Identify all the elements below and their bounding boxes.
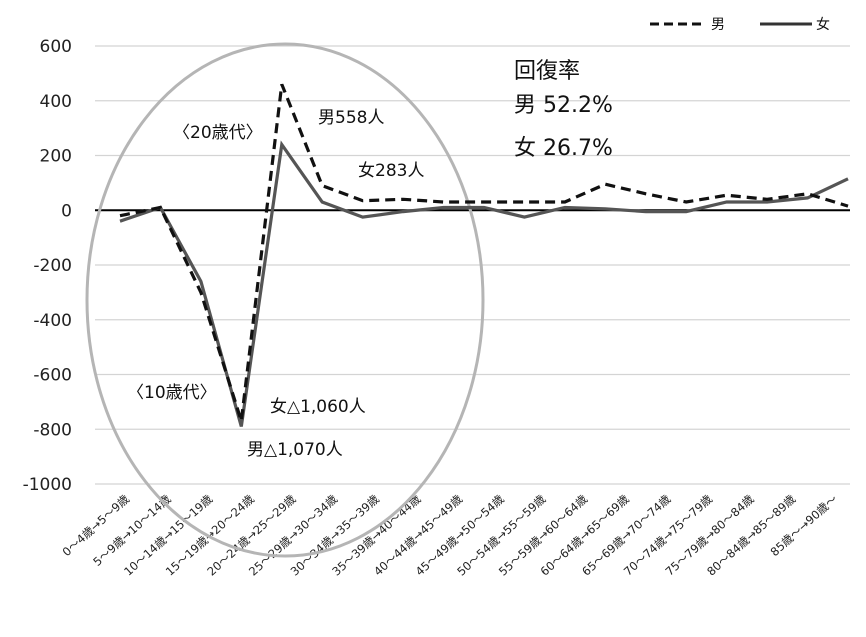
y-tick-label: -200 (33, 256, 72, 276)
series-line-female (119, 140, 849, 427)
recovery-male: 男 52.2% (514, 93, 613, 118)
y-tick-label: -400 (33, 311, 72, 331)
grid-lines (95, 45, 850, 485)
highlight-circle (85, 42, 485, 558)
annotation-female-low: 女△1,060人 (270, 397, 366, 417)
x-axis-ticks: 0～4歳→5～9歳5～9歳→10～14歳10～14歳→15～19歳15～19歳→… (60, 491, 841, 578)
legend-label-female: 女 (816, 16, 830, 33)
annotation-male-low: 男△1,070人 (247, 440, 343, 460)
y-tick-label: 0 (61, 201, 72, 221)
series-line-male (119, 83, 849, 422)
y-axis-ticks: 600 400 200 0 -200 -400 -600 -800 -1000 (23, 37, 72, 495)
y-tick-label: 600 (40, 37, 72, 57)
y-tick-label: -1000 (23, 475, 72, 495)
y-tick-label: 200 (40, 147, 72, 167)
legend: 男 女 (650, 16, 830, 33)
legend-label-male: 男 (711, 17, 725, 33)
recovery-female: 女 26.7% (514, 136, 613, 161)
annotation-twenties: 〈20歳代〉 (173, 123, 263, 143)
y-tick-label: -600 (33, 366, 72, 386)
annotation-teens: 〈10歳代〉 (127, 383, 217, 403)
y-tick-label: 400 (40, 92, 72, 112)
annotation-male-peak: 男558人 (318, 108, 384, 128)
annotation-female-peak: 女283人 (358, 161, 424, 181)
y-tick-label: -800 (33, 420, 72, 440)
recovery-title: 回復率 (514, 59, 580, 84)
